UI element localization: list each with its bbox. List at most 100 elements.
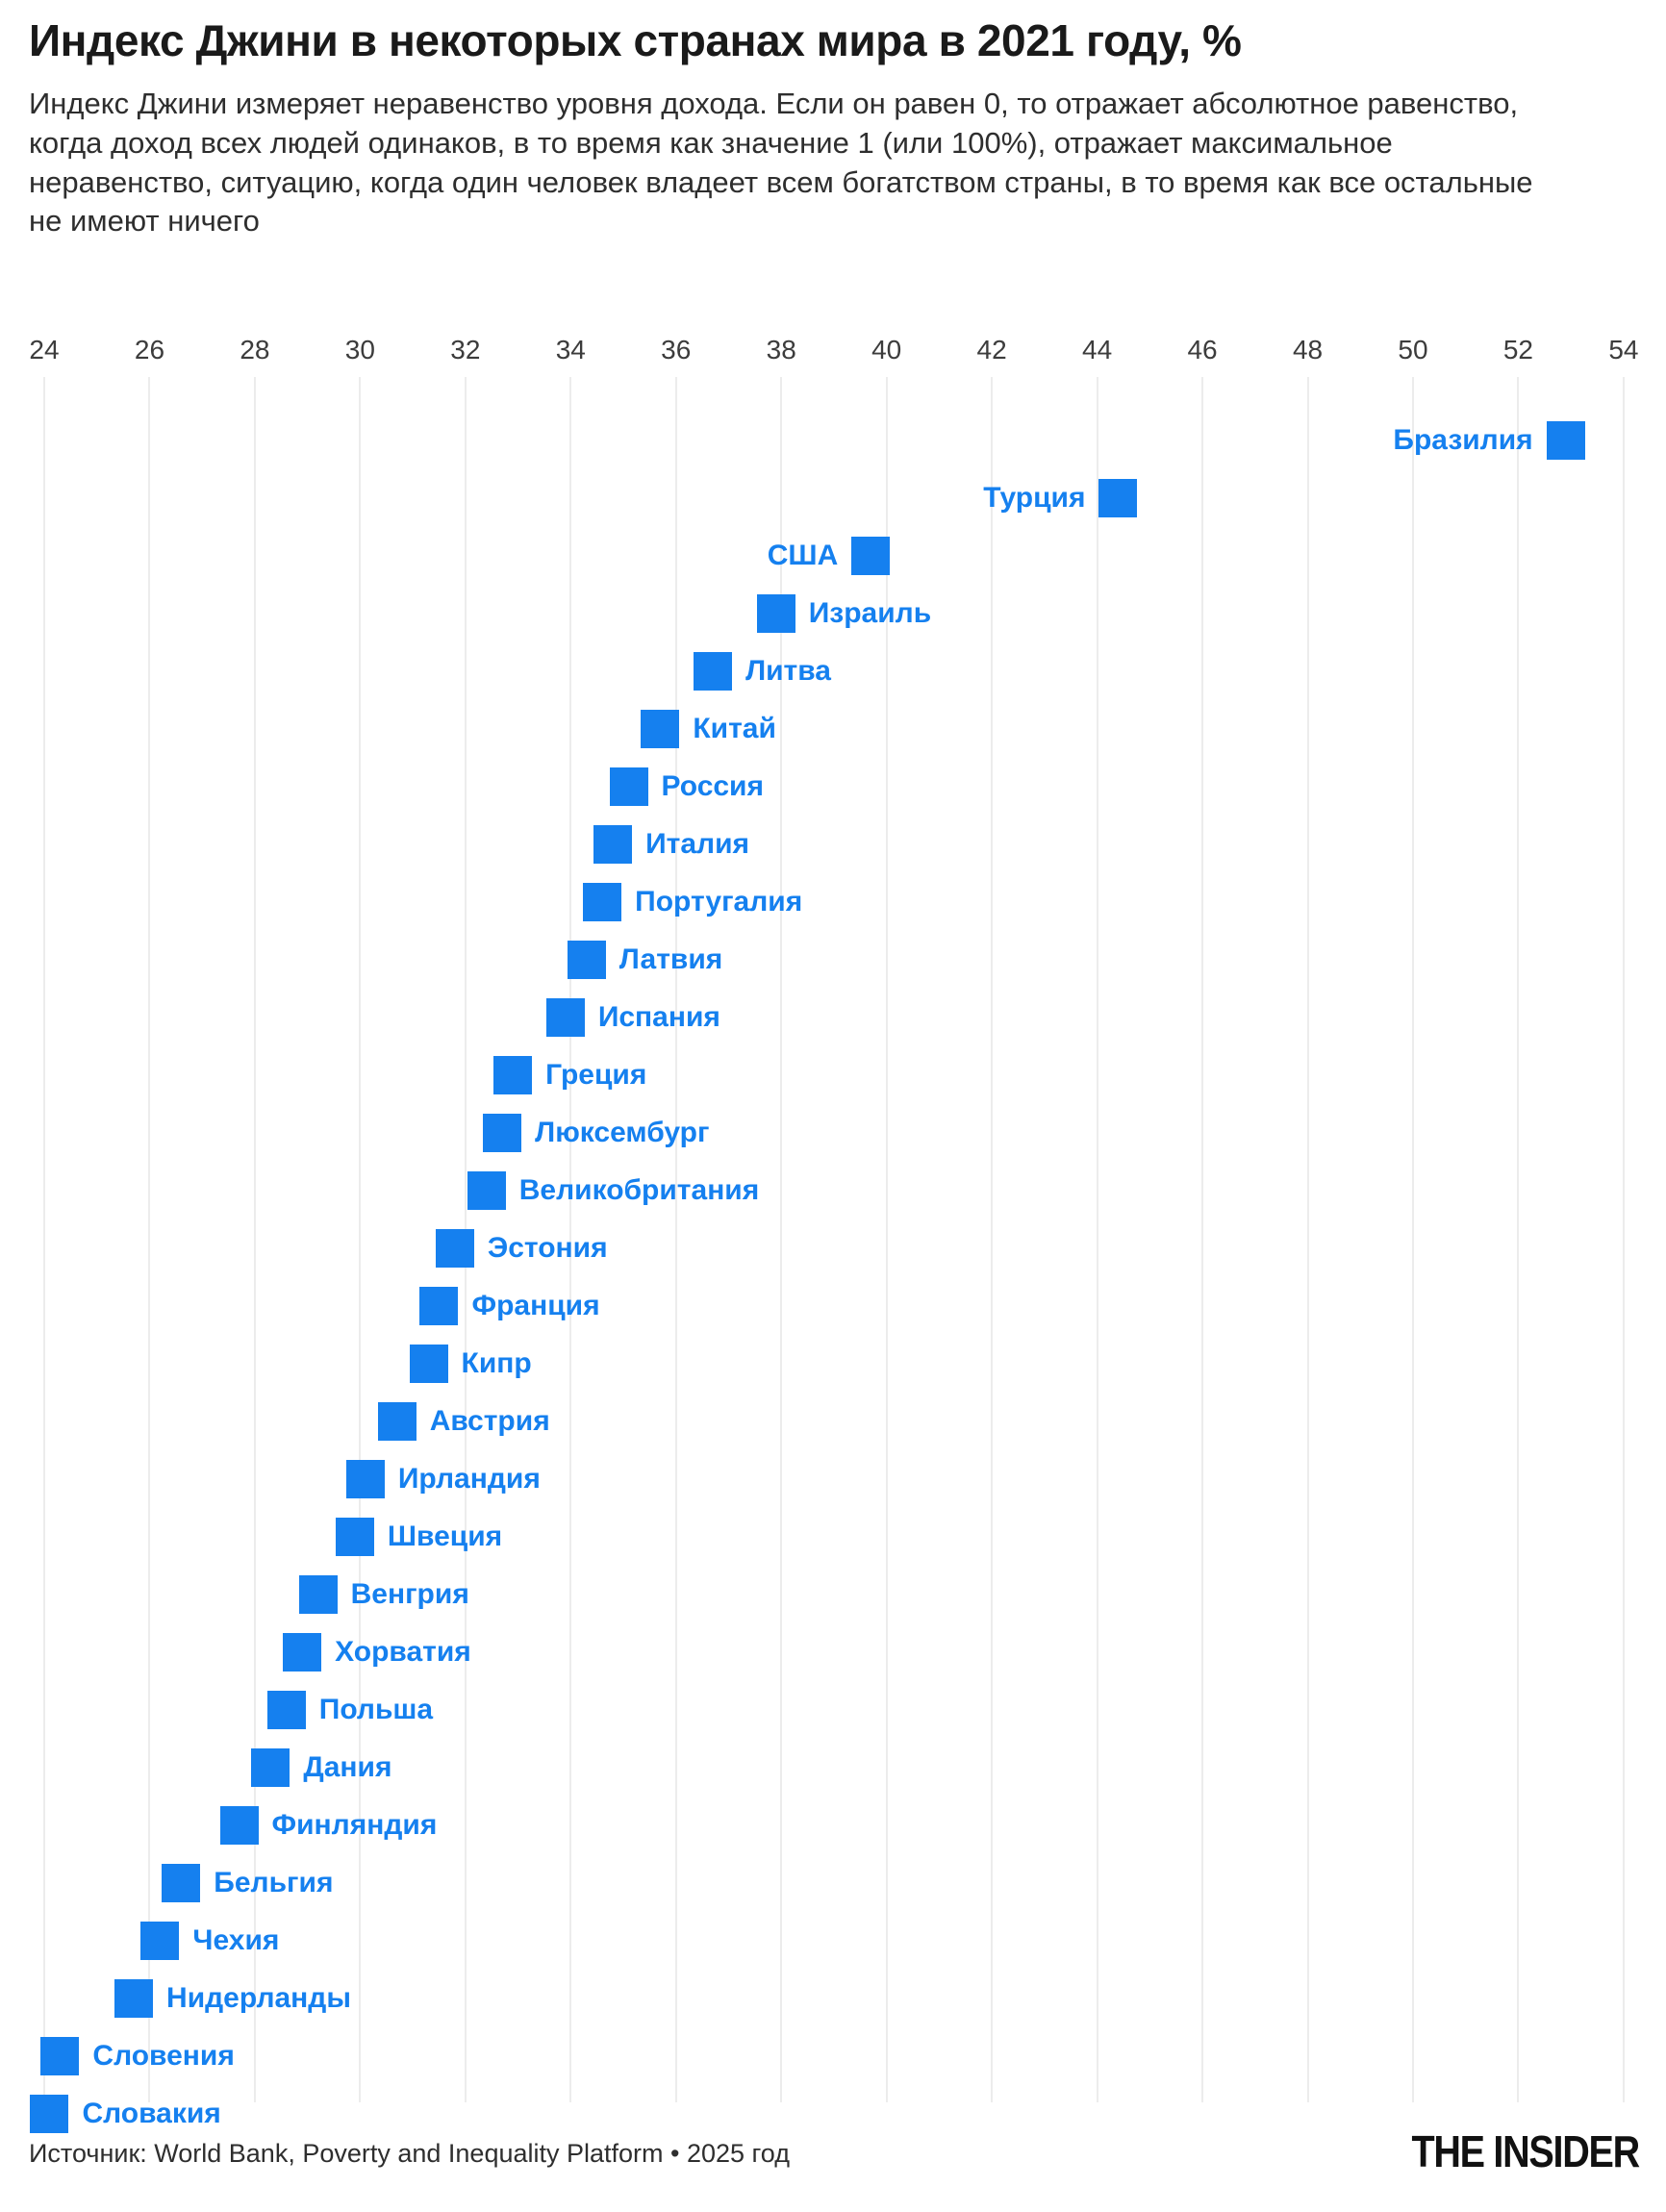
x-tick-label: 26: [134, 335, 165, 364]
data-point-row: Кипр: [0, 1335, 1666, 1393]
data-point-label: Эстония: [487, 1232, 608, 1264]
data-point-row: Польша: [0, 1681, 1666, 1739]
data-point-marker[interactable]: [641, 710, 680, 748]
x-tick-label: 30: [344, 335, 375, 364]
data-point-marker[interactable]: [40, 2037, 80, 2075]
x-tick-label: 32: [450, 335, 481, 364]
data-point-row: Израиль: [0, 585, 1666, 642]
data-point-row: Португалия: [0, 873, 1666, 931]
x-tick-label: 40: [871, 335, 902, 364]
data-point-marker[interactable]: [1546, 421, 1585, 460]
data-point-row: Нидерланды: [0, 1970, 1666, 2027]
data-point-label: Испания: [597, 1001, 720, 1033]
data-point-label: Израиль: [808, 597, 932, 629]
gridline: [1306, 377, 1309, 2102]
plot-area: 24 26 28 30 32 34 36 38 40 42 44 46 48 50 52 54 Бразили…: [0, 335, 1666, 2133]
data-point-label: США: [767, 540, 839, 571]
data-point-marker[interactable]: [609, 767, 648, 806]
data-point-marker[interactable]: [435, 1229, 474, 1268]
x-axis-tick-labels: 24 26 28 30 32 34 36 38 40 42 44 46 48 50 52 54: [0, 335, 1666, 377]
gridline: [674, 377, 677, 2102]
x-tick-label: 54: [1608, 335, 1639, 364]
data-point-marker[interactable]: [266, 1691, 306, 1729]
data-point-marker[interactable]: [140, 1922, 180, 1960]
data-point-marker[interactable]: [283, 1633, 322, 1672]
data-point-row: Литва: [0, 642, 1666, 700]
data-point-label: Турция: [983, 482, 1086, 514]
data-point-label: Ирландия: [397, 1463, 541, 1495]
gridline: [43, 377, 45, 2102]
data-point-marker[interactable]: [219, 1806, 259, 1845]
gridline: [253, 377, 256, 2102]
data-point-label: Бельгия: [214, 1867, 334, 1898]
data-point-label: Бразилия: [1393, 424, 1533, 456]
data-point-marker[interactable]: [1098, 479, 1138, 517]
x-tick-label: 28: [240, 335, 270, 364]
data-point-label: Кипр: [461, 1347, 532, 1379]
data-point-marker[interactable]: [377, 1402, 416, 1441]
gridline: [885, 377, 888, 2102]
gridline: [1096, 377, 1098, 2102]
data-point-marker[interactable]: [298, 1575, 338, 1614]
source-note: Источник: World Bank, Poverty and Inequa…: [29, 2139, 790, 2168]
data-point-label: Люксембург: [535, 1117, 710, 1148]
data-point-marker[interactable]: [345, 1460, 385, 1498]
data-point-label: Финляндия: [271, 1809, 438, 1841]
gridline: [1201, 377, 1204, 2102]
data-point-label: Греция: [545, 1059, 647, 1091]
data-point-marker[interactable]: [419, 1287, 459, 1325]
data-point-label: Нидерланды: [166, 1982, 351, 2014]
data-series: Бразилия Турция США Израиль Литва Китай Россия…: [0, 377, 1666, 2133]
gridline: [1622, 377, 1625, 2102]
data-point-marker[interactable]: [593, 825, 633, 864]
data-point-row: Великобритания: [0, 1162, 1666, 1219]
data-point-row: Латвия: [0, 931, 1666, 989]
x-tick-label: 42: [976, 335, 1007, 364]
data-point-marker[interactable]: [251, 1748, 290, 1787]
data-point-marker[interactable]: [483, 1114, 522, 1152]
data-point-label: Китай: [693, 713, 776, 744]
data-point-marker[interactable]: [467, 1171, 506, 1210]
gridline: [148, 377, 151, 2102]
data-point-label: Словения: [92, 2040, 235, 2072]
data-point-marker[interactable]: [545, 998, 585, 1037]
data-point-marker[interactable]: [30, 2095, 69, 2133]
data-point-row: Швеция: [0, 1508, 1666, 1566]
page-title: Индекс Джини в некоторых странах мира в …: [29, 15, 1242, 65]
gridline: [569, 377, 572, 2102]
x-tick-label: 48: [1292, 335, 1324, 364]
data-point-marker[interactable]: [583, 883, 622, 921]
data-point-marker[interactable]: [493, 1056, 533, 1094]
data-point-label: Словакия: [82, 2098, 221, 2129]
data-point-row: Италия: [0, 816, 1666, 873]
data-point-row: Словакия: [0, 2085, 1666, 2143]
data-point-row: Бельгия: [0, 1854, 1666, 1912]
data-point-marker[interactable]: [162, 1864, 201, 1902]
x-tick-label: 46: [1187, 335, 1218, 364]
data-point-label: Португалия: [635, 886, 803, 917]
x-tick-label: 44: [1082, 335, 1113, 364]
data-point-marker[interactable]: [335, 1518, 374, 1556]
x-tick-label: 36: [661, 335, 692, 364]
data-point-marker[interactable]: [694, 652, 733, 691]
data-point-marker[interactable]: [756, 594, 795, 633]
data-point-label: Австрия: [429, 1405, 550, 1437]
gridline: [780, 377, 783, 2102]
data-point-row: Чехия: [0, 1912, 1666, 1970]
data-point-label: Хорватия: [335, 1636, 471, 1668]
data-point-row: Бразилия: [0, 412, 1666, 469]
data-point-row: Ирландия: [0, 1450, 1666, 1508]
data-point-marker[interactable]: [114, 1979, 154, 2018]
x-tick-label: 38: [766, 335, 796, 364]
data-point-marker[interactable]: [409, 1345, 448, 1383]
data-point-label: Польша: [318, 1694, 434, 1725]
x-tick-label: 34: [555, 335, 586, 364]
data-point-marker[interactable]: [567, 941, 606, 979]
data-point-label: Италия: [645, 828, 750, 860]
data-point-row: Австрия: [0, 1393, 1666, 1450]
gridline: [1411, 377, 1414, 2102]
data-point-marker[interactable]: [851, 537, 891, 575]
data-point-row: Россия: [0, 758, 1666, 816]
gridline: [359, 377, 362, 2102]
